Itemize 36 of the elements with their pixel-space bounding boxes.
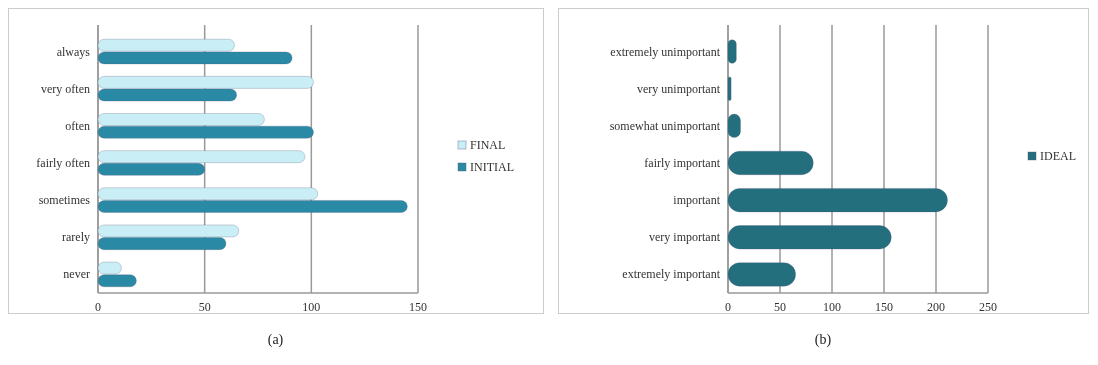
bar <box>727 187 948 213</box>
y-tick-label: extremely important <box>622 267 721 282</box>
y-tick-label: very unimportant <box>637 81 721 96</box>
x-tick-label: 200 <box>927 300 945 314</box>
x-tick-label: 250 <box>979 300 997 314</box>
text: (a) <box>267 332 284 348</box>
bar <box>727 39 737 64</box>
bar <box>727 113 741 139</box>
x-tick-label: 100 <box>823 300 841 314</box>
x-tick-label: 100 <box>302 300 321 314</box>
legend-label: INITIAL <box>470 160 514 174</box>
y-tick-label: never <box>63 267 90 282</box>
y-tick-label: often <box>65 118 90 133</box>
y-tick-label: important <box>673 193 721 208</box>
legend-label: IDEAL <box>1040 149 1076 163</box>
x-tick-label: 50 <box>774 300 786 314</box>
y-tick-label: extremely unimportant <box>610 44 721 59</box>
x-tick-label: 0 <box>725 300 731 314</box>
y-tick-label: fairly often <box>36 156 90 170</box>
legend-label: FINAL <box>470 138 506 152</box>
y-tick-label: very often <box>41 81 90 96</box>
y-tick-label: rarely <box>62 230 90 245</box>
bar <box>727 76 732 101</box>
y-tick-label: fairly important <box>644 156 721 170</box>
x-tick-label: 150 <box>875 300 893 314</box>
text: (b) <box>814 332 832 348</box>
y-tick-label: always <box>56 44 91 59</box>
x-tick-label: 0 <box>95 300 101 314</box>
bar <box>727 150 814 176</box>
bar <box>727 262 797 287</box>
x-tick-label: 50 <box>198 300 211 314</box>
x-tick-label: 150 <box>409 300 427 314</box>
y-tick-label: somewhat unimportant <box>609 118 721 133</box>
y-tick-label: very important <box>649 230 721 245</box>
bar <box>727 225 892 250</box>
y-tick-label: sometimes <box>38 193 91 208</box>
